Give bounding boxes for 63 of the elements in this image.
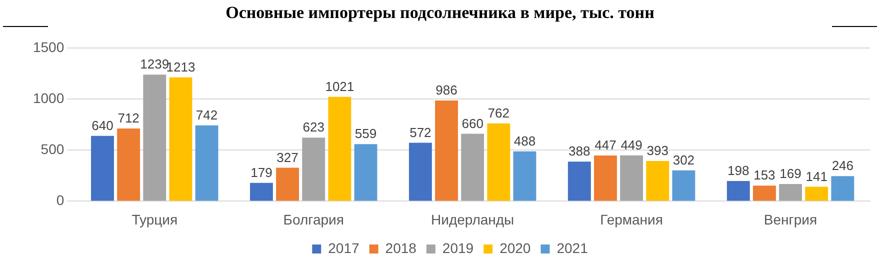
data-label: 623 xyxy=(302,120,324,135)
bar xyxy=(408,142,432,201)
bar xyxy=(302,138,326,201)
legend-label: 2019 xyxy=(442,240,474,256)
bar xyxy=(195,125,218,201)
data-label: 169 xyxy=(780,166,802,182)
bar xyxy=(91,136,114,201)
y-tick-label: 0 xyxy=(56,192,64,208)
data-label: 179 xyxy=(250,164,272,180)
bar xyxy=(779,184,802,201)
data-label: 488 xyxy=(514,133,536,148)
data-label: 640 xyxy=(92,118,114,133)
bar xyxy=(461,134,484,201)
bar xyxy=(620,155,644,201)
x-tick-label: Нидерланды xyxy=(431,211,514,228)
legend-label: 2021 xyxy=(556,240,588,256)
legend-label: 2020 xyxy=(500,240,531,256)
data-label: 388 xyxy=(568,144,590,159)
y-tick-label: 1500 xyxy=(32,38,64,55)
x-tick-label: Турция xyxy=(132,211,178,228)
data-label: 246 xyxy=(832,158,854,174)
bar xyxy=(568,162,591,201)
y-tick-label: 1000 xyxy=(32,90,64,106)
legend-label: 2017 xyxy=(328,240,360,256)
data-label: 153 xyxy=(754,168,776,183)
bar xyxy=(831,176,854,201)
y-tick-label: 500 xyxy=(40,140,64,157)
bar xyxy=(513,151,536,201)
bar xyxy=(354,144,378,201)
data-label: 302 xyxy=(672,152,695,168)
bar xyxy=(276,168,299,201)
bar xyxy=(250,182,273,201)
data-label: 449 xyxy=(620,137,642,152)
bar xyxy=(328,96,352,201)
data-label: 712 xyxy=(118,110,140,126)
data-label: 742 xyxy=(196,107,218,122)
data-label: 198 xyxy=(728,163,750,178)
bar xyxy=(487,123,510,201)
bar xyxy=(143,74,166,201)
x-tick-label: Германия xyxy=(600,211,663,228)
data-label: 393 xyxy=(646,143,668,158)
bar xyxy=(752,186,776,201)
data-label: 447 xyxy=(594,138,616,153)
data-label: 1021 xyxy=(325,79,354,94)
chart-title: Основные импортеры подсолнечника в мире, тыс. тонн xyxy=(224,3,656,23)
data-label: 559 xyxy=(354,126,377,142)
bar xyxy=(672,170,696,201)
data-label: 986 xyxy=(436,82,458,98)
x-tick-label: Болгария xyxy=(283,211,344,228)
bar xyxy=(726,180,750,201)
data-label: 141 xyxy=(806,168,828,184)
data-label: 572 xyxy=(410,124,432,140)
data-label: 327 xyxy=(276,150,298,165)
bar xyxy=(646,161,670,201)
legend-label: 2018 xyxy=(385,240,417,256)
bar xyxy=(117,128,140,201)
bar xyxy=(169,77,192,201)
data-label: 762 xyxy=(488,105,510,120)
bar xyxy=(594,156,617,201)
bar xyxy=(805,186,828,201)
x-tick-label: Венгрия xyxy=(764,211,818,228)
bar xyxy=(435,100,458,201)
data-label: 660 xyxy=(462,116,484,131)
